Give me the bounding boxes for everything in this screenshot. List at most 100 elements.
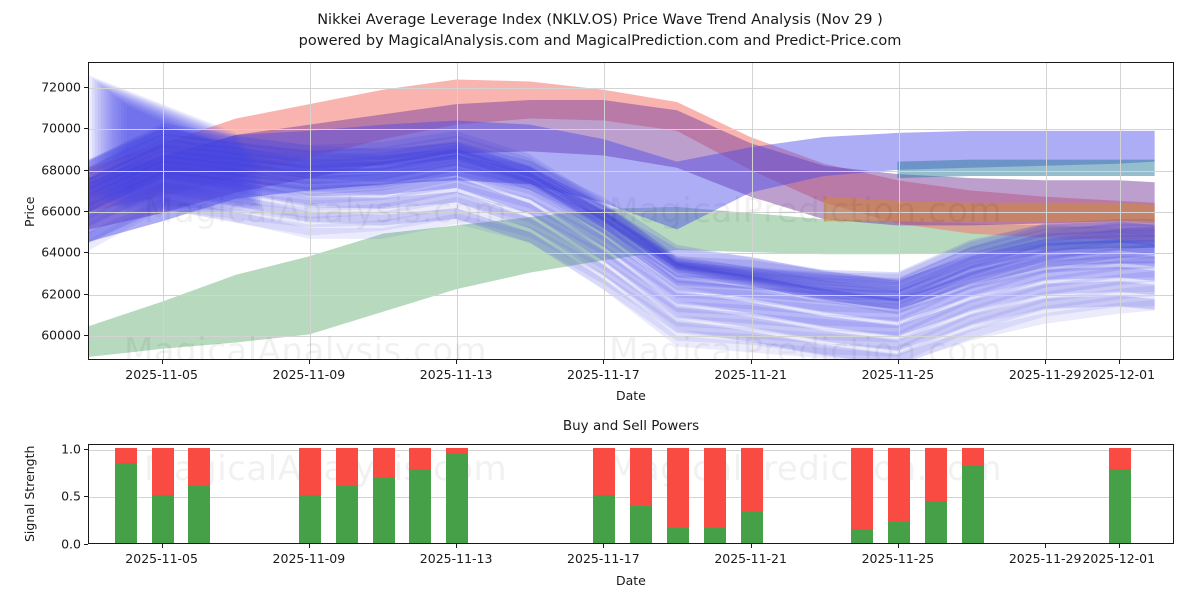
date-x-tick-label-lower: 2025-11-17 [567,551,640,566]
price-wave-bands [89,75,1155,359]
wave-ribbon-band [89,145,1155,310]
date-x-tick-mark-lower [750,544,752,548]
title-line-2: powered by MagicalAnalysis.com and Magic… [298,33,902,49]
date-axis-label-lower: Date [616,573,646,588]
buy-sell-bar[interactable] [151,447,174,543]
wave-ribbon-band [89,125,1155,292]
buy-sell-bar[interactable] [114,447,137,543]
date-x-tick-mark-lower [308,544,310,548]
buy-power-segment [851,528,874,543]
wave-ribbon-dip [89,158,1155,306]
date-x-tick-mark-main [750,360,752,364]
date-x-tick-mark-lower [456,544,458,548]
wave-ribbon-band [89,144,1155,311]
date-x-tick-label-main: 2025-12-01 [1082,367,1156,382]
buy-power-segment [114,463,137,543]
buy-power-segment [409,468,432,543]
buy-sell-bar[interactable] [667,447,690,543]
date-x-tick-label-main: 2025-11-29 [1008,367,1082,382]
date-x-tick-mark-lower [161,544,163,548]
sell-power-segment [372,447,395,479]
buy-sell-bar[interactable] [630,447,653,543]
date-gridline [751,63,753,359]
date-x-tick-label-lower: 2025-11-25 [861,551,935,566]
date-x-tick-label-lower: 2025-11-21 [714,551,787,566]
signal-strength-axis-label: Signal Strength [22,445,37,542]
buy-sell-bar[interactable] [961,447,984,543]
price-y-tick-mark [84,128,88,130]
price-gridline [89,336,1173,338]
buy-power-segment [446,452,469,543]
signal-y-tick-mark [84,544,88,545]
buy-sell-bar[interactable] [593,447,616,543]
buy-sell-bar[interactable] [703,447,726,543]
title-line-1: Nikkei Average Leverage Index (NKLV.OS) … [317,12,883,28]
buy-sell-bar[interactable] [298,447,321,543]
sell-power-segment [703,447,726,528]
buy-sell-bar[interactable] [446,447,469,543]
date-x-tick-mark-lower [897,544,899,548]
date-x-tick-label-lower: 2025-11-09 [272,551,346,566]
date-x-tick-label-main: 2025-11-05 [125,367,198,382]
buy-sell-bar[interactable] [335,447,358,543]
date-x-tick-mark-main [161,360,163,364]
price-gridline [89,129,1173,131]
date-x-tick-mark-main [1045,360,1047,364]
date-x-tick-label-main: 2025-11-21 [714,367,787,382]
price-gridline [89,170,1173,172]
date-x-tick-mark-main [1118,360,1120,364]
date-x-tick-label-main: 2025-11-17 [567,367,640,382]
sell-power-segment [630,447,653,506]
date-x-tick-label-lower: 2025-11-29 [1008,551,1082,566]
date-axis-label-main: Date [616,388,646,403]
sell-power-segment [335,447,358,486]
price-gridline [89,87,1173,89]
wave-ribbon-band [89,135,1155,303]
band-purple-core [89,100,1155,230]
wave-ribbon-left [109,91,251,205]
buy-power-segment [593,495,616,543]
wave-ribbon-band [89,197,1155,359]
buy-power-segment [667,527,690,543]
sell-power-segment [114,447,137,463]
signal-y-tick-mark [84,496,88,498]
buy-sell-bar[interactable] [740,447,763,543]
buy-power-segment [887,522,910,543]
buy-power-segment [740,511,763,543]
sell-power-segment [961,447,984,465]
buy-sell-bar[interactable] [1108,447,1131,543]
date-gridline [604,63,606,359]
date-x-tick-label-lower: 2025-12-01 [1082,551,1156,566]
price-y-tick-mark [84,293,88,295]
date-gridline [309,63,311,359]
date-x-tick-mark-main [897,360,899,364]
wave-ribbon-band [89,136,1155,301]
sell-power-segment [887,447,910,523]
price-y-tick-label: 64000 [41,244,81,260]
sell-power-segment [924,447,947,502]
wave-ribbon-left [112,94,252,206]
sell-power-segment [851,447,874,529]
date-x-tick-mark-lower [1045,544,1047,548]
signal-y-tick-mark [84,448,88,450]
date-x-tick-mark-main [308,360,310,364]
price-y-tick-mark [84,86,88,88]
wave-ribbon-dip [89,149,1155,298]
band-orange-resistance [823,196,1155,224]
wave-ribbon-left [124,103,260,212]
sell-power-segment [593,447,616,496]
date-x-tick-mark-main [603,360,605,364]
sell-power-segment [188,447,211,486]
buy-sell-bar[interactable] [924,447,947,543]
buy-sell-bar[interactable] [409,447,432,543]
price-gridline [89,212,1173,213]
buy-power-segment [335,485,358,543]
buy-sell-bar[interactable] [851,447,874,543]
buy-sell-bar[interactable] [188,447,211,543]
buy-sell-bar[interactable] [887,447,910,543]
buy-sell-bar[interactable] [372,447,395,543]
wave-ribbon-band [89,181,1155,352]
sell-power-segment [151,447,174,496]
wave-ribbon-left [91,77,239,197]
